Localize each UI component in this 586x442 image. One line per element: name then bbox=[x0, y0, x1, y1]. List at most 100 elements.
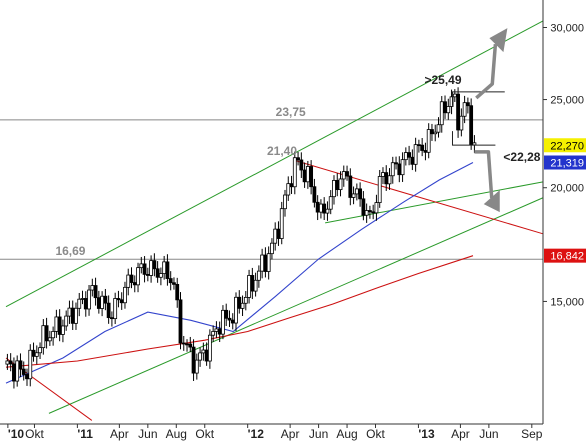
candle-body bbox=[420, 144, 425, 151]
candle-body bbox=[390, 162, 395, 177]
candle-body bbox=[423, 150, 428, 153]
x-tick-label: Okt bbox=[25, 427, 44, 441]
candle-body bbox=[227, 317, 232, 321]
x-tick-label: Sep bbox=[521, 427, 543, 441]
candle-body bbox=[465, 102, 470, 107]
candle-body bbox=[322, 203, 327, 214]
candle-body bbox=[70, 307, 75, 324]
candle-body bbox=[358, 188, 363, 200]
candle-body bbox=[214, 328, 219, 332]
candle-body bbox=[397, 163, 402, 176]
moving-average-line bbox=[5, 162, 474, 384]
candle-body bbox=[439, 101, 444, 126]
candle-body bbox=[21, 368, 26, 375]
candle-body bbox=[198, 352, 202, 361]
forecast-arrow-head bbox=[489, 28, 508, 53]
candle-body bbox=[354, 188, 359, 195]
candle-body bbox=[348, 175, 353, 198]
candle-body bbox=[80, 298, 85, 300]
candle-body bbox=[87, 289, 91, 310]
candle-body bbox=[158, 273, 163, 278]
candle-body bbox=[64, 315, 69, 327]
x-tick-label: Jun bbox=[138, 427, 157, 441]
candle-body bbox=[263, 254, 268, 272]
candle-body bbox=[116, 298, 121, 301]
candle-body bbox=[413, 144, 418, 165]
candle-body bbox=[211, 331, 216, 336]
x-tick-label: Jun bbox=[479, 427, 498, 441]
peak-label: 21,40 bbox=[267, 144, 297, 158]
moving-average-line bbox=[5, 255, 474, 368]
price-badge bbox=[544, 138, 586, 153]
trend-line bbox=[5, 20, 544, 308]
candle-body bbox=[328, 196, 333, 210]
candle-body bbox=[371, 211, 376, 214]
candle-body bbox=[270, 242, 274, 255]
candle-body bbox=[286, 183, 291, 196]
price-badge bbox=[544, 155, 586, 170]
candle-body bbox=[47, 337, 52, 342]
level-label: 23,75 bbox=[276, 105, 306, 119]
candle-body bbox=[289, 183, 294, 188]
candle-body bbox=[168, 278, 173, 284]
candle-body bbox=[449, 96, 454, 107]
candle-body bbox=[129, 274, 134, 283]
candle-body bbox=[142, 263, 147, 275]
candle-body bbox=[469, 105, 474, 146]
candle-body bbox=[315, 201, 320, 213]
forecast-arrow-line bbox=[475, 44, 498, 100]
candle-body bbox=[172, 282, 176, 285]
candle-body bbox=[381, 172, 385, 177]
price-badge-label: 22,270 bbox=[550, 140, 584, 152]
candle-body bbox=[387, 175, 392, 185]
candle-body bbox=[456, 93, 460, 131]
candle-body bbox=[247, 275, 251, 298]
candle-body bbox=[446, 106, 451, 114]
candle-body bbox=[83, 298, 88, 310]
candle-body bbox=[230, 319, 235, 324]
y-tick-label: 20,000 bbox=[550, 183, 584, 195]
x-tick-label: Okt bbox=[195, 427, 214, 441]
candle-body bbox=[67, 307, 72, 317]
candle-body bbox=[443, 101, 447, 114]
candle-body bbox=[312, 186, 317, 203]
candle-body bbox=[276, 228, 281, 239]
trend-line bbox=[325, 181, 544, 224]
candle-body bbox=[305, 166, 310, 183]
candle-body bbox=[28, 349, 33, 380]
candle-body bbox=[234, 296, 238, 324]
candle-body bbox=[364, 210, 369, 216]
candle-body bbox=[452, 93, 457, 98]
support-bracket bbox=[451, 131, 496, 146]
candle-body bbox=[273, 228, 278, 244]
candle-body bbox=[207, 334, 212, 362]
candle-body bbox=[335, 180, 340, 191]
candle-body bbox=[338, 178, 343, 191]
candle-body bbox=[165, 261, 170, 279]
candle-body bbox=[15, 360, 20, 382]
level-label: 16,69 bbox=[55, 244, 85, 258]
candle-body bbox=[152, 260, 157, 270]
x-tick-label: Apr bbox=[110, 427, 129, 441]
candle-body bbox=[5, 360, 10, 365]
candle-body bbox=[459, 115, 464, 131]
x-tick-label: Aug bbox=[336, 427, 357, 441]
candle-body bbox=[221, 309, 225, 335]
candle-body bbox=[18, 360, 23, 370]
candle-body bbox=[332, 180, 336, 198]
candle-body bbox=[194, 359, 199, 374]
candle-body bbox=[113, 298, 118, 320]
candle-body bbox=[416, 144, 421, 147]
candle-body bbox=[103, 295, 108, 304]
candle-body bbox=[361, 198, 366, 216]
candle-body bbox=[292, 157, 297, 188]
candle-body bbox=[384, 172, 389, 185]
candle-body bbox=[110, 317, 114, 320]
x-tick-label: Apr bbox=[281, 427, 300, 441]
x-tick-label: Aug bbox=[166, 427, 187, 441]
candle-body bbox=[436, 124, 441, 133]
candle-body bbox=[400, 159, 405, 176]
x-tick-label: '12 bbox=[248, 427, 265, 441]
